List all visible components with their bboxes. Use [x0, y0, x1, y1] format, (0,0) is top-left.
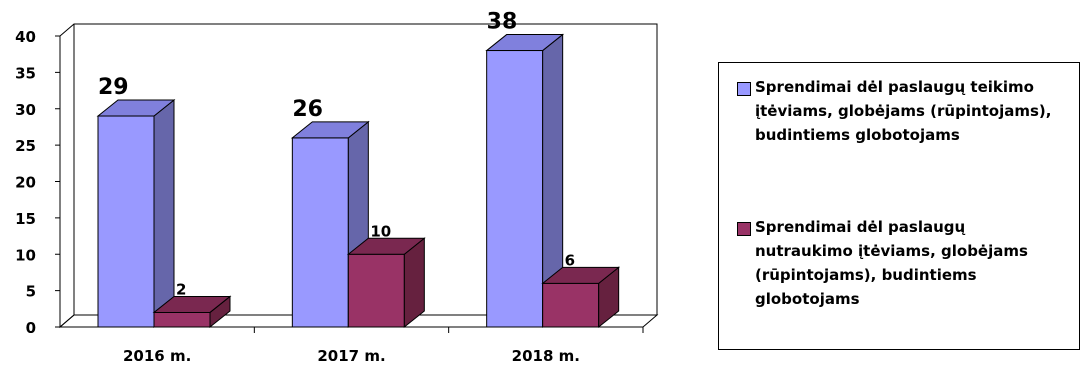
y-tick-label: 35: [15, 64, 36, 82]
data-label-series-2: 2: [176, 280, 186, 298]
y-tick-label: 30: [15, 101, 36, 119]
bar-front: [97, 115, 155, 328]
bar-side: [153, 98, 175, 329]
x-tick-label: 2017 m.: [317, 347, 385, 365]
legend-swatch-series-2: [737, 222, 751, 236]
y-tick-label: 40: [15, 28, 36, 46]
bar-top: [346, 237, 426, 255]
legend-item-series-1: Sprendimai dėl paslaugų teikimo įtėviams…: [737, 78, 1075, 147]
x-tick-label: 2018 m.: [512, 347, 580, 365]
bar-front: [542, 282, 600, 328]
bar-front: [347, 253, 405, 328]
bar-top: [152, 295, 232, 313]
bar-front: [291, 137, 349, 328]
y-tick-label: 20: [15, 174, 36, 192]
legend-label-series-1: Sprendimai dėl paslaugų teikimo įtėviams…: [755, 78, 1052, 144]
legend-swatch-series-1: [737, 82, 751, 96]
y-tick-label: 25: [15, 137, 36, 155]
y-tick-label: 5: [26, 283, 36, 301]
bar-front: [153, 311, 211, 328]
bar-top: [541, 266, 621, 284]
bar-top: [485, 34, 565, 52]
y-tick-label: 15: [15, 210, 36, 228]
data-label-series-2: 6: [565, 251, 575, 269]
bar-top: [290, 121, 370, 139]
legend-label-series-2: Sprendimai dėl paslaugų nutraukimo įtėvi…: [755, 218, 1028, 308]
bar-front: [486, 50, 544, 328]
data-label-series-1: 38: [487, 10, 518, 35]
x-tick-label: 2016 m.: [123, 347, 191, 365]
data-label-series-2: 10: [370, 222, 391, 240]
data-label-series-1: 29: [98, 75, 129, 100]
bar-top: [96, 99, 176, 117]
legend-item-series-2: Sprendimai dėl paslaugų nutraukimo įtėvi…: [737, 218, 1045, 311]
legend: Sprendimai dėl paslaugų teikimo įtėviams…: [718, 62, 1080, 350]
y-tick-label: 10: [15, 246, 36, 264]
data-label-series-1: 26: [292, 97, 323, 122]
y-tick-label: 0: [26, 319, 36, 337]
bar-chart: 0 5 10 15 20 25 30 35 40 2016 m. 29 2 2017 m. 26 10 201…: [15, 10, 659, 365]
